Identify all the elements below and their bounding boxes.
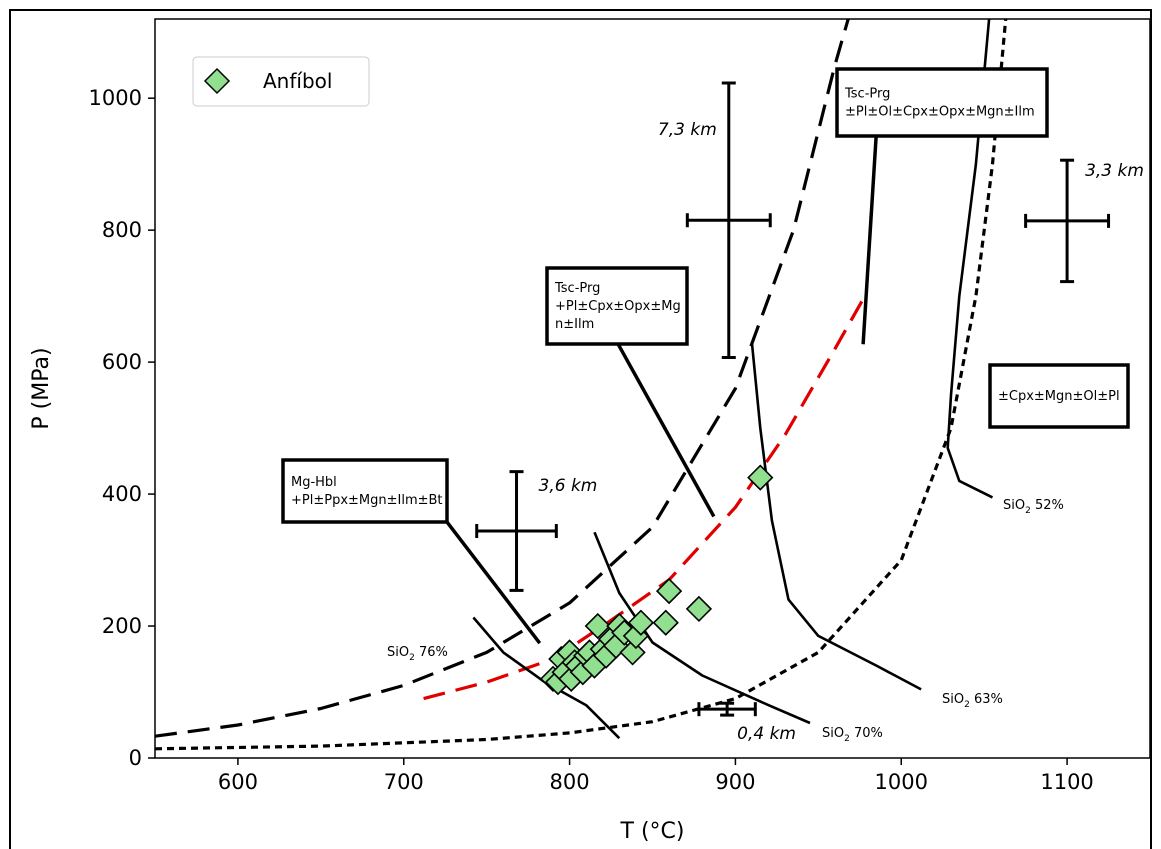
error-bar-label: 7,3 km [658,120,717,140]
y-tick-label: 200 [102,614,142,638]
error-bar-label: 3,3 km [1085,161,1144,181]
figure-frame [9,9,1152,849]
x-tick-label: 1100 [1040,770,1093,794]
annotation-text-line: +Pl±Ppx±Mgn±Ilm±Bt [291,493,443,508]
y-tick-label: 400 [102,482,142,506]
data-point-diamond [655,577,683,605]
data-point-diamond [584,612,611,640]
x-tick-label: 1000 [875,770,928,794]
box-tsc-prg-2: Tsc-Prg ±Pl±Ol±Cpx±Opx±Mgn±Ilm [835,67,1049,138]
data-point-diamond [652,609,679,636]
annotation-text-line: ±Cpx±Mgn±Ol±Pl [998,389,1120,404]
axes-layer: 600 700 800 900 1000 1100 0 200 400 600 800 1000 [89,86,1094,794]
label-sio2-52: SiO2 52% [1003,498,1064,516]
annotation-pointers-layer [438,132,879,645]
box-mg-hbl: Mg-Hbl +Pl±Ppx±Mgn±Ilm±Bt [281,458,449,524]
y-tick-label: 600 [102,350,142,374]
annotation-pointer-line [861,132,879,345]
annotation-text-line: Mg-Hbl [291,475,337,490]
x-tick-label: 900 [715,770,755,794]
x-tick-label: 800 [550,770,590,794]
y-tick-label: 1000 [89,86,142,110]
error-bar-label: 3,6 km [539,476,598,496]
sio2-63-curve [750,343,922,691]
box-tsc-prg-1: Tsc-Prg +Pl±Cpx±Opx±Mg n±Ilm [545,266,689,346]
label-sio2-63: SiO2 63% [942,692,1003,710]
label-sio2-70: SiO2 70% [822,726,883,744]
annotation-box-frame [835,67,1049,138]
black-dotted-curve [155,19,1008,751]
annotation-text-line: +Pl±Cpx±Opx±Mg [555,299,681,314]
black-dashed-curve [155,19,850,738]
box-cpx: ±Cpx±Mgn±Ol±Pl [988,363,1130,429]
legend-label: Anfíbol [263,69,332,93]
x-tick-label: 700 [384,770,424,794]
x-tick-label: 600 [218,770,258,794]
annotation-box-frame [988,363,1130,429]
x-axis-label: T (°C) [620,819,685,841]
annotation-pointer-line [614,339,716,518]
annotation-text-line: Tsc-Prg [844,87,890,102]
annotation-boxes-layer: Mg-Hbl +Pl±Ppx±Mgn±Ilm±Bt Tsc-Prg +Pl±Cpx±O… [281,67,1130,744]
error-bar: 0,4 km [697,701,796,744]
plot-area-frame [154,18,1151,759]
data-point-diamond [685,595,713,623]
error-bar-label: 0,4 km [737,724,796,744]
annotation-box-frame [545,266,689,346]
y-tick-label: 0 [129,746,142,770]
annotation-text-line: n±Ilm [555,317,594,332]
error-bar: 7,3 km [658,81,772,359]
y-tick-label: 800 [102,218,142,242]
sio2-52-curve [946,19,994,499]
data-point-diamond [747,464,774,491]
annotation-text-line: Tsc-Prg [554,281,600,296]
y-axis-label: P (MPa) [29,347,54,429]
data-point-diamond [619,639,646,666]
legend-box [192,56,370,107]
annotation-box-frame [281,458,449,524]
label-sio2-76: SiO2 76% [387,645,448,663]
data-point-diamond [627,609,655,636]
legend: Anfíbol [192,56,370,107]
legend-marker-diamond [203,67,231,95]
data-points-layer [539,464,774,696]
annotation-pointer-line [438,512,542,645]
error-bar: 3,3 km [1024,158,1144,284]
annotation-text-line: ±Pl±Ol±Cpx±Opx±Mgn±Ilm [845,105,1035,120]
error-bars-layer: 3,6 km 7,3 km 3,3 km 0,4 km [475,81,1144,744]
error-bar: 3,6 km [475,470,598,592]
sio2-70-curve [593,531,811,725]
